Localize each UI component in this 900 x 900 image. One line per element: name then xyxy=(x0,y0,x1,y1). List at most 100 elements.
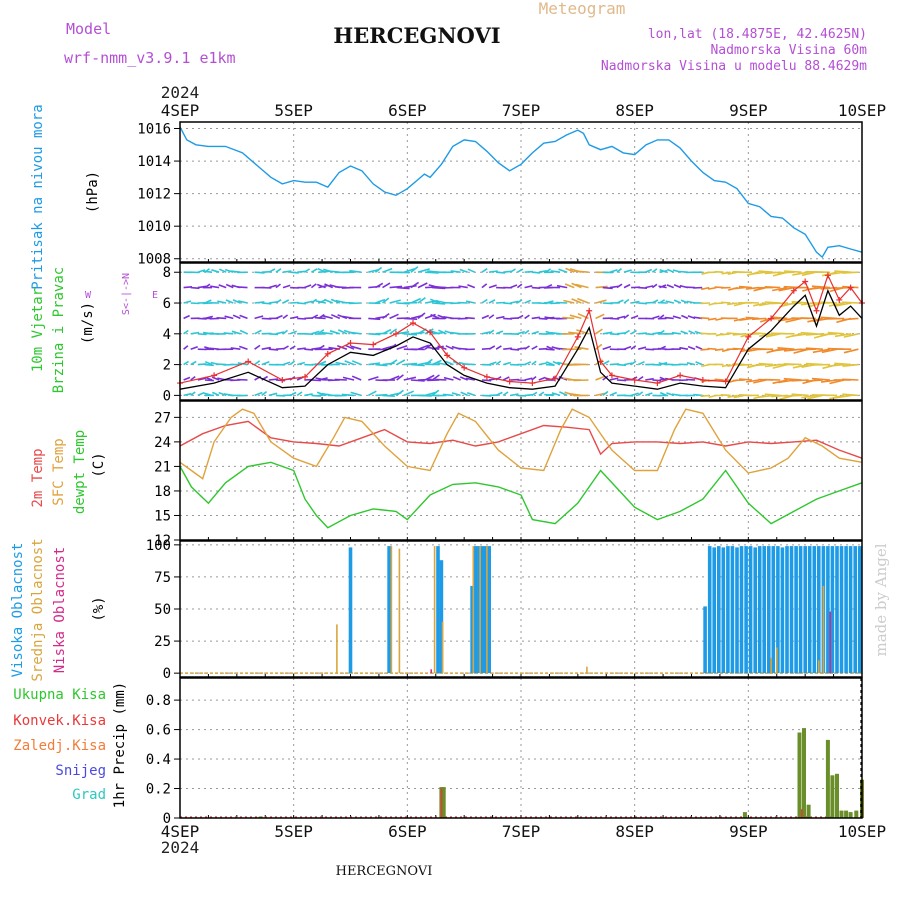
wind-arrow xyxy=(571,282,582,289)
wind-arrow xyxy=(488,329,495,335)
wind-arrow xyxy=(282,361,291,366)
wind-arrow xyxy=(531,375,537,381)
wind-arrow xyxy=(403,333,418,336)
wind-arrow xyxy=(368,317,381,321)
wind-arrow xyxy=(746,348,760,353)
mid-cloud-bar xyxy=(441,621,444,674)
precip-legend-item: Zaledj.Kisa xyxy=(13,738,106,754)
wind-arrow xyxy=(556,284,568,289)
model-name: wrf-nmm_v3.9.1 e1km xyxy=(64,49,236,67)
wind-arrow xyxy=(374,282,384,289)
wind-arrow xyxy=(396,286,410,290)
wind-arrow xyxy=(638,346,647,350)
wind-arrow xyxy=(481,314,490,320)
wind-arrow xyxy=(630,345,637,350)
x-tick-label: 4SEP xyxy=(161,822,200,841)
high-cloud-bar xyxy=(785,546,789,674)
wind-arrow xyxy=(495,391,503,397)
wind-arrow xyxy=(389,313,399,320)
wind-arrow xyxy=(517,314,524,320)
wind-arrow xyxy=(726,332,738,335)
wind-arrow xyxy=(623,298,630,304)
precip-panel: 0 0.2 0.4 0.6 0.8 xyxy=(146,677,864,827)
wind-arrow xyxy=(575,283,589,289)
wind-arrow xyxy=(758,270,774,273)
high-cloud-bar xyxy=(771,546,776,674)
wind-arrow xyxy=(488,299,496,304)
wind-arrow xyxy=(637,375,644,381)
wind-arrow xyxy=(665,300,674,304)
wind-arrow xyxy=(254,301,265,304)
x-tick-label: 6SEP xyxy=(388,101,427,120)
compass-east: E xyxy=(152,290,158,301)
wind-arrow xyxy=(759,302,774,307)
top-date-axis: 4SEP 5SEP 6SEP 7SEP 8SEP 9SEP 10SEP xyxy=(161,101,886,120)
wind-arrow xyxy=(431,389,440,397)
wind-arrow xyxy=(429,298,440,304)
high-cloud-bar xyxy=(726,546,730,674)
wind-arrow xyxy=(282,299,290,304)
wind-arrow xyxy=(424,358,433,366)
mid-cloud-bar xyxy=(818,660,820,674)
wind-arrow xyxy=(524,285,533,289)
wind-arrow xyxy=(375,332,388,335)
wind-arrow xyxy=(382,297,390,304)
gust-marker xyxy=(745,333,752,340)
wind-arrow xyxy=(738,363,752,366)
wind-arrow xyxy=(805,379,823,382)
wind-arrow xyxy=(374,266,383,273)
wind-arrow xyxy=(637,360,645,366)
wind-arrow xyxy=(403,362,418,366)
pressure-tick-label: 1016 xyxy=(137,122,171,138)
wind-arrow xyxy=(316,283,326,289)
wind-arrow xyxy=(700,302,710,305)
wind-arrow xyxy=(350,345,362,350)
temperature-ylabel-text: 2m Temp xyxy=(30,448,46,507)
high-cloud-bar xyxy=(707,546,712,674)
wind-arrow xyxy=(745,286,760,290)
wind-arrow xyxy=(410,297,422,304)
wind-arrow xyxy=(230,347,241,350)
precip-legend-item: Ukupna Kisa xyxy=(13,687,106,703)
precip-total-bar xyxy=(835,773,839,818)
temperature-tick-label: 21 xyxy=(154,459,171,475)
gust-marker xyxy=(347,340,354,347)
cloud-tick-label: 25 xyxy=(154,634,171,650)
wind-arrow xyxy=(197,269,206,273)
mid-cloud-bar xyxy=(398,548,401,674)
wind-arrow xyxy=(538,376,546,381)
wind-arrow xyxy=(218,284,227,289)
wind-arrow xyxy=(261,361,270,366)
temperature-tick-label: 15 xyxy=(154,508,171,524)
wind-arrow xyxy=(545,348,555,351)
wind-arrow xyxy=(351,375,362,381)
year-bottom: 2024 xyxy=(161,838,200,857)
wind-arrow xyxy=(801,394,816,399)
wind-arrow xyxy=(686,362,696,366)
wind-arrow xyxy=(239,345,248,350)
high-cloud-bar xyxy=(348,547,353,674)
high-cloud-bar xyxy=(794,546,798,674)
wind-arrow xyxy=(707,317,717,321)
wind-arrow xyxy=(310,283,317,289)
wind-arrow xyxy=(664,316,674,320)
wind-arrow xyxy=(681,314,689,320)
wind-arrow xyxy=(556,301,568,304)
wind-arrow xyxy=(368,362,381,366)
wind-arrow xyxy=(630,315,639,320)
wind-arrow xyxy=(311,314,319,320)
wind-arrow xyxy=(623,269,632,273)
x-tick-label: 4SEP xyxy=(161,101,200,120)
cloud-ylabel-text: Srednja Oblacnost xyxy=(30,538,46,681)
gust-marker xyxy=(410,320,417,327)
wind-arrow xyxy=(330,298,341,304)
wind-arrow xyxy=(289,316,299,320)
wind-arrow xyxy=(616,315,626,320)
high-cloud-bar xyxy=(739,546,744,674)
wind-arrow xyxy=(261,346,271,350)
wind-arrow xyxy=(516,299,523,304)
high-cloud-bar xyxy=(730,546,735,674)
high-cloud-bar xyxy=(470,585,474,674)
wind-arrow xyxy=(609,391,618,397)
wind-arrow xyxy=(467,268,476,273)
